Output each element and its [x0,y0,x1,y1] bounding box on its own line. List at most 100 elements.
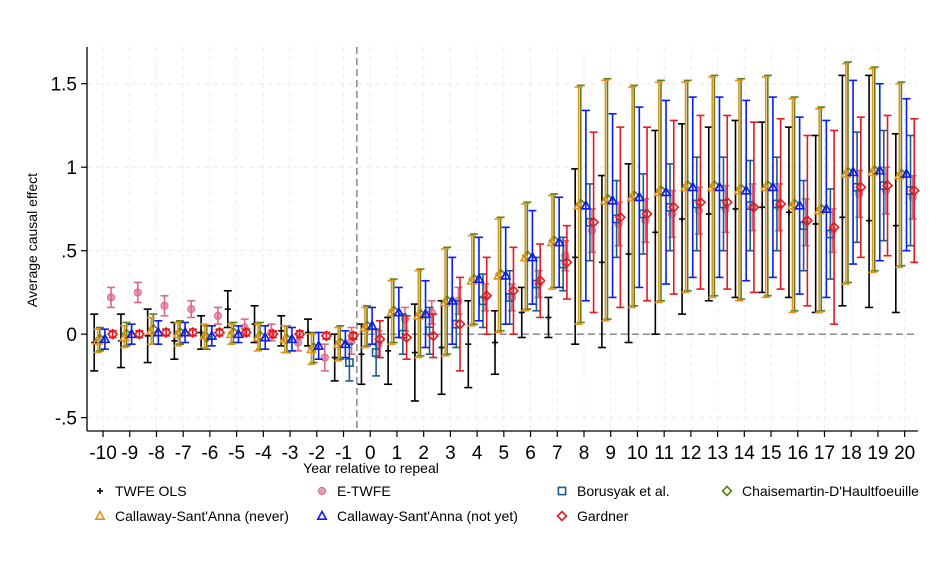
point-estimate [705,210,712,217]
point-estimate [839,214,846,221]
point-estimate [92,334,104,345]
point-estimate [545,314,552,321]
legend-item-gardner: Gardner [556,508,629,524]
error-bar [429,313,438,359]
point-estimate [126,327,138,339]
error-bar [402,314,411,361]
x-tick-label: -7 [175,443,192,464]
legend-label: Callaway-Sant'Anna (not yet) [337,508,518,524]
error-bar [521,203,530,312]
y-axis-title: Average causal effect [24,173,40,307]
error-bar [147,316,156,345]
x-tick-label: 7 [552,443,563,464]
legend-marker [97,488,103,494]
point-estimate [881,179,894,192]
error-bar [555,196,564,289]
point-estimate [786,199,798,210]
point-estimate [427,330,439,342]
legend-item-etwfe: E-TWFE [317,483,391,499]
error-bar [788,97,797,314]
error-bar [280,325,289,354]
y-tick-label: .5 [61,242,77,263]
error-bar [826,188,835,280]
x-tick-label: 9 [605,443,616,464]
point-estimate [820,202,832,213]
point-estimate [900,167,913,178]
point-estimate [760,181,772,192]
error-bar [830,129,839,325]
x-tick-label: -3 [282,443,299,464]
error-bar [414,269,423,359]
legend-label: Chaisemartin-D'Haultfoeuille [742,483,919,499]
point-estimate [320,330,333,342]
error-bar [349,331,358,340]
point-estimate [660,186,672,197]
axes: -.50.511.5-10 -9 -8 -7 -6 -5 -4 -3 -2 -1 0 1 2 3 4 5 6 7 8… [51,47,918,464]
x-tick-label: -6 [201,443,218,464]
error-bar [849,79,858,265]
x-tick-label: 18 [841,443,862,464]
error-bar [742,99,751,282]
point-estimate [828,221,840,233]
legend-label: E-TWFE [337,483,391,499]
point-estimate [199,329,211,340]
error-bar [188,328,197,337]
error-bar [635,106,644,289]
error-bar [261,325,270,350]
point-estimate [587,216,600,228]
point-estimate [607,194,619,205]
point-estimate [213,326,226,339]
point-estimate [259,331,271,342]
error-bar [456,276,465,372]
point-estimate [160,326,172,339]
point-estimate [347,330,359,342]
point-estimate [706,181,718,192]
legend-marker [556,510,568,522]
error-bar [528,209,537,305]
error-bar [669,119,678,295]
point-estimate [599,194,611,205]
point-estimate [171,337,178,344]
point-estimate [172,327,184,339]
error-bar [108,330,117,339]
x-tick-label: 16 [787,443,808,464]
x-tick-label: 17 [814,443,835,464]
legend-label: Callaway-Sant'Anna (never) [115,508,289,524]
x-tick-label: -1 [335,443,352,464]
error-bar [776,117,785,290]
point-estimate [759,204,766,211]
x-tick-label: -8 [148,443,165,464]
error-bar [341,330,350,359]
point-estimate [411,349,418,356]
point-estimate [145,324,157,335]
error-bar [608,112,617,299]
x-tick-label: 5 [499,443,510,464]
series-group [90,61,920,402]
error-bar [375,320,384,359]
point-estimate [419,307,432,319]
point-estimate [252,331,264,342]
error-bar [696,114,705,290]
reference-lines [356,47,918,431]
point-estimate [534,275,546,287]
point-estimate [225,327,237,339]
point-estimate [446,294,458,305]
error-bar [127,323,136,345]
error-bar [768,96,777,279]
error-bar [601,79,610,322]
x-tick-label: 13 [707,443,728,464]
point-estimate [546,236,558,247]
x-axis-title: Year relative to repeal [303,460,439,476]
point-estimate [580,199,592,210]
error-bar [509,246,518,335]
error-bar [207,325,216,347]
error-bar [368,306,377,345]
point-estimate [313,339,325,350]
error-bar [345,343,354,382]
error-bar [287,326,296,352]
point-estimate [813,204,825,215]
error-bar [100,328,109,350]
point-estimate [385,347,392,354]
legend-marker [317,486,327,496]
error-bar [448,256,457,345]
